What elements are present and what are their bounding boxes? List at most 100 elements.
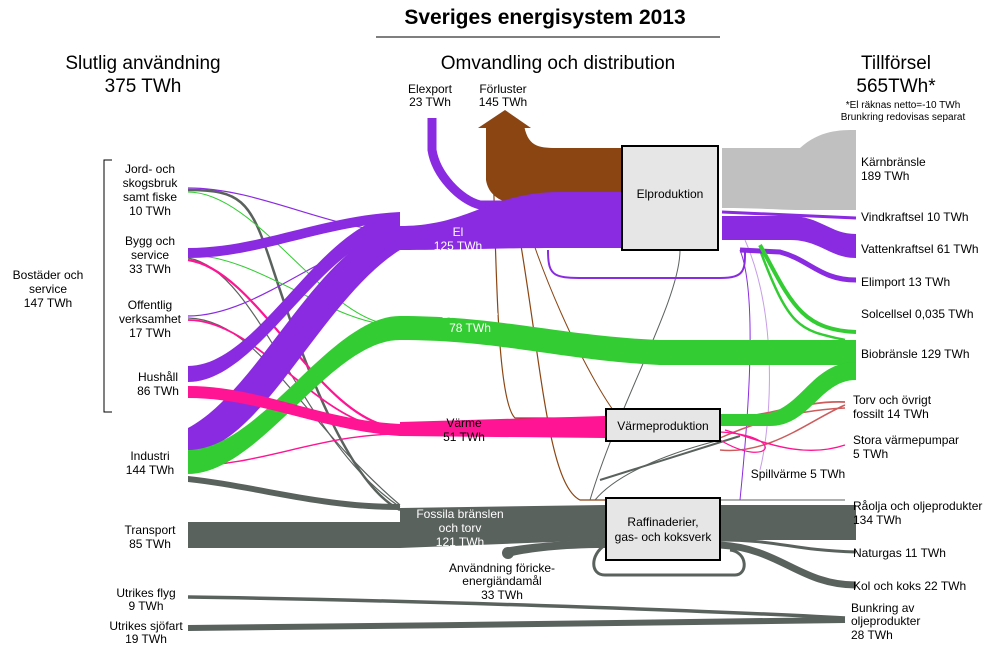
fossil-to-industri: [188, 476, 400, 510]
naturgas-flow: [719, 538, 857, 554]
el-to-bygg: [188, 212, 400, 258]
label-offentlig-1: Offentlig: [128, 298, 172, 312]
label-sjofart-1: Utrikes sjöfart: [109, 619, 183, 633]
label-industri-1: Industri: [130, 449, 169, 463]
label-raolja-2: 134 TWh: [853, 513, 901, 527]
right-labels: Kärnbränsle 189 TWh Vindkraftsel 10 TWh …: [851, 155, 982, 642]
el-thin-right-2: [744, 239, 770, 471]
right-header-title: Tillförsel: [861, 53, 931, 74]
label-jord-1: Jord- och: [125, 162, 175, 176]
left-header-total: 375 TWh: [105, 76, 182, 97]
label-bygg-2: service: [131, 248, 169, 262]
fossil-flow-offentlig: [187, 317, 401, 506]
el-to-hushall: [188, 214, 400, 382]
label-naturgas: Naturgas 11 TWh: [853, 546, 946, 560]
label-jord-4: 10 TWh: [129, 204, 171, 218]
label-bio-2: 78 TWh: [449, 321, 491, 335]
label-pumpar-2: 5 TWh: [853, 447, 888, 461]
label-varme-1: Värme: [446, 416, 482, 430]
icke-energi-flow: [504, 540, 605, 556]
pumpar-flow: [724, 429, 846, 452]
icke-energi-end: [502, 547, 514, 559]
raff-loop-line: [594, 439, 721, 501]
el-main-flow: [400, 192, 622, 250]
label-bunkring-1: Bunkring av: [851, 601, 914, 615]
label-bostader-2: service: [29, 282, 67, 296]
varme-to-hushall: [188, 386, 400, 436]
label-offentlig-3: 17 TWh: [129, 326, 171, 340]
label-fossila-2: och torv: [439, 521, 482, 535]
left-header-title: Slutlig användning: [65, 53, 220, 74]
label-varme-2: 51 TWh: [443, 430, 485, 444]
label-raolja-1: Råolja och oljeprodukter: [853, 499, 982, 513]
varmeproduktion-box: Värmeproduktion: [605, 408, 721, 442]
label-flyg-1: Utrikes flyg: [116, 586, 175, 600]
label-bio: Biobränsle 129 TWh: [861, 347, 970, 361]
raolja-flow: [720, 505, 856, 540]
fossil-flow-jord: [187, 188, 401, 512]
middle-header-title: Omvandling och distribution: [441, 53, 675, 74]
label-fossila-3: 121 TWh: [436, 535, 484, 549]
bio-to-industri: [188, 316, 400, 474]
raffinaderier-box: Raffinaderier, gas- och koksverk: [605, 497, 721, 561]
forluster-flow-group: [478, 110, 622, 208]
label-bunkring-3: 28 TWh: [851, 628, 893, 642]
elproduktion-label: Elproduktion: [637, 187, 704, 201]
karnbransle-flow: [722, 130, 856, 210]
label-elexport-1: Elexport: [408, 82, 453, 96]
label-bygg-1: Bygg och: [125, 234, 175, 248]
elexport-flow: [427, 118, 622, 210]
label-forluster-1: Förluster: [479, 82, 526, 96]
label-icke-2: energiändamål: [462, 574, 541, 588]
label-hushall-1: Hushåll: [138, 370, 178, 384]
kol-flow: [719, 541, 857, 589]
label-bygg-3: 33 TWh: [129, 262, 171, 276]
label-sol: Solcellsel 0,035 TWh: [861, 307, 974, 321]
label-hushall-2: 86 TWh: [137, 384, 179, 398]
label-icke-3: 33 TWh: [481, 588, 523, 602]
footnote-line-1: *El räknas netto=-10 TWh: [846, 100, 961, 111]
label-bostader-3: 147 TWh: [24, 296, 72, 310]
spillvarme-loop: [719, 431, 766, 453]
left-labels: Jord- och skogsbruk samt fiske 10 TWh By…: [13, 162, 184, 646]
torv-flow-2: [719, 404, 846, 452]
label-vind: Vindkraftsel 10 TWh: [861, 210, 969, 224]
varme-main-flow: [400, 416, 605, 438]
label-spillvarme: Spillvärme 5 TWh: [751, 467, 845, 481]
bio-el-flow: [758, 244, 857, 334]
raff-loop: [592, 543, 746, 577]
label-sjofart-2: 19 TWh: [125, 632, 167, 646]
label-torv-2: fossilt 14 TWh: [853, 407, 929, 421]
forluster-flow: [486, 125, 622, 208]
label-jord-3: samt fiske: [123, 190, 177, 204]
label-bio-1: Biobränsle: [442, 307, 499, 321]
label-transport-2: 85 TWh: [129, 537, 171, 551]
bostader-bracket: [103, 159, 112, 413]
diagram-title: Sveriges energisystem 2013: [404, 6, 685, 29]
elproduktion-box: Elproduktion: [621, 145, 719, 251]
label-fossila-1: Fossila bränslen: [416, 507, 503, 521]
label-jord-2: skogsbruk: [123, 176, 179, 190]
label-bostader-1: Bostäder och: [13, 268, 84, 282]
raff-to-varme-line: [599, 435, 741, 481]
fossil-to-transport: [188, 522, 400, 548]
label-forluster-2: 145 TWh: [479, 95, 527, 109]
label-torv-1: Torv och övrigt: [853, 393, 932, 407]
raffinaderier-label-2: gas- och koksverk: [615, 530, 713, 544]
bio-flow-jord: [187, 191, 401, 326]
vindkraft-flow: [721, 210, 857, 220]
raffinaderier-label-1: Raffinaderier,: [627, 515, 698, 529]
right-header-total: 565TWh*: [856, 76, 936, 97]
bunkring-sjofart-flow: [187, 617, 846, 631]
label-elexport-2: 23 TWh: [409, 95, 451, 109]
vattenkraft-flow: [722, 216, 856, 258]
label-pumpar-1: Stora värmepumpar: [853, 433, 959, 447]
bio-varme-flow: [720, 362, 856, 426]
elimport-flow: [739, 247, 857, 283]
label-flyg-2: 9 TWh: [128, 599, 163, 613]
bunkring-flyg-flow: [187, 595, 846, 620]
sol-flow: [758, 249, 846, 342]
label-el-1: El: [453, 225, 464, 239]
